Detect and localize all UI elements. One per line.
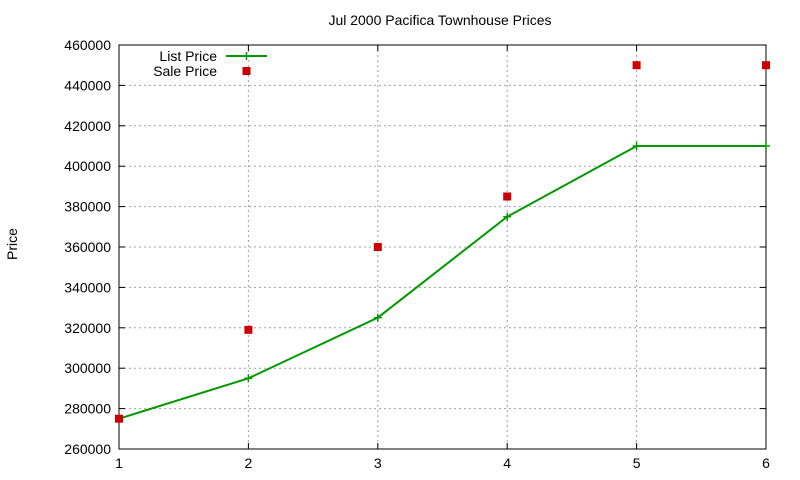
sale-price-point bbox=[503, 192, 512, 201]
sale-price-point bbox=[762, 61, 770, 70]
list-price-point bbox=[244, 374, 253, 383]
y-tick-label: 420000 bbox=[64, 118, 111, 134]
list-price-line bbox=[118, 145, 766, 420]
sale-price-point bbox=[373, 243, 382, 251]
legend-marker-sale-price bbox=[242, 67, 251, 75]
y-tick-label: 320000 bbox=[64, 320, 111, 336]
sale-price-point bbox=[115, 414, 123, 423]
list-price-point bbox=[632, 142, 641, 150]
x-tick-label: 4 bbox=[503, 455, 511, 471]
list-price-point bbox=[762, 142, 770, 150]
x-tick-label: 3 bbox=[374, 455, 382, 471]
y-tick-label: 280000 bbox=[64, 401, 111, 417]
y-tick-label: 400000 bbox=[64, 158, 111, 174]
sale-price-point bbox=[632, 61, 641, 70]
x-tick-label: 1 bbox=[115, 455, 123, 471]
x-tick-label: 6 bbox=[762, 455, 770, 471]
list-price-point bbox=[503, 212, 512, 221]
y-tick-label: 440000 bbox=[64, 77, 111, 93]
x-tick-label: 2 bbox=[245, 455, 253, 471]
y-tick-label: 360000 bbox=[64, 239, 111, 255]
legend-label-sale-price: Sale Price bbox=[153, 63, 217, 79]
x-tick-label: 5 bbox=[633, 455, 641, 471]
y-tick-label: 460000 bbox=[64, 37, 111, 53]
legend-label-list-price: List Price bbox=[159, 48, 217, 64]
y-tick-label: 260000 bbox=[64, 441, 111, 457]
list-price-point bbox=[373, 313, 382, 322]
sale-price-point bbox=[244, 325, 253, 334]
legend-marker-list-price bbox=[242, 52, 251, 60]
chart-title: Jul 2000 Pacifica Townhouse Prices bbox=[328, 12, 552, 28]
y-tick-label: 300000 bbox=[64, 360, 111, 376]
y-tick-label: 380000 bbox=[64, 199, 111, 215]
y-tick-label: 340000 bbox=[64, 279, 111, 295]
